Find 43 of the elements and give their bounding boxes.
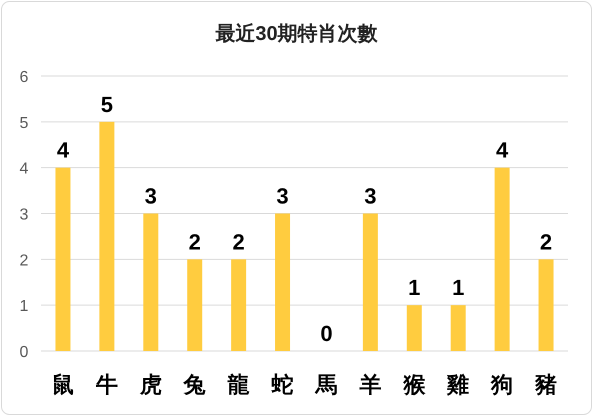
bar <box>231 259 246 351</box>
x-tick-label: 蛇 <box>270 372 294 397</box>
x-tick-label: 鼠 <box>52 372 74 397</box>
bar <box>55 168 70 351</box>
data-label: 2 <box>232 229 245 254</box>
x-tick-label: 羊 <box>358 372 382 397</box>
y-tick-label: 0 <box>20 344 29 361</box>
chart-title: 最近30期特肖次數 <box>214 22 379 45</box>
data-label: 2 <box>188 229 201 254</box>
data-label: 3 <box>144 184 157 208</box>
x-tick-label: 狗 <box>490 372 514 397</box>
y-tick-label: 4 <box>20 160 29 178</box>
y-tick-label: 2 <box>20 252 29 270</box>
bar <box>275 214 290 351</box>
x-tick-label: 馬 <box>314 372 338 397</box>
data-label: 4 <box>496 138 509 163</box>
data-label: 3 <box>364 184 376 208</box>
bar <box>406 305 422 351</box>
bar <box>187 259 202 351</box>
y-tick-label: 5 <box>20 114 29 132</box>
y-tick-label: 1 <box>20 298 29 316</box>
x-tick-label: 龍 <box>226 372 250 397</box>
y-tick-label: 3 <box>20 206 29 224</box>
data-label: 5 <box>100 92 113 117</box>
x-tick-label: 雞 <box>446 372 470 397</box>
data-label: 1 <box>452 275 464 300</box>
x-tick-label: 虎 <box>138 372 162 397</box>
data-label: 3 <box>276 184 289 208</box>
bar <box>362 214 378 351</box>
bar <box>494 168 510 351</box>
data-label: 4 <box>56 138 70 163</box>
x-tick-label: 猴 <box>402 372 426 397</box>
bar <box>450 305 466 351</box>
data-label: 1 <box>408 275 420 300</box>
data-label: 0 <box>320 321 333 346</box>
x-tick-label: 豬 <box>534 372 558 397</box>
y-tick-label: 6 <box>20 69 29 86</box>
data-label: 2 <box>540 229 552 254</box>
bar <box>99 122 114 351</box>
x-tick-label: 牛 <box>94 372 118 397</box>
bar <box>538 259 554 351</box>
x-tick-label: 兔 <box>182 372 206 397</box>
bar <box>143 214 158 351</box>
